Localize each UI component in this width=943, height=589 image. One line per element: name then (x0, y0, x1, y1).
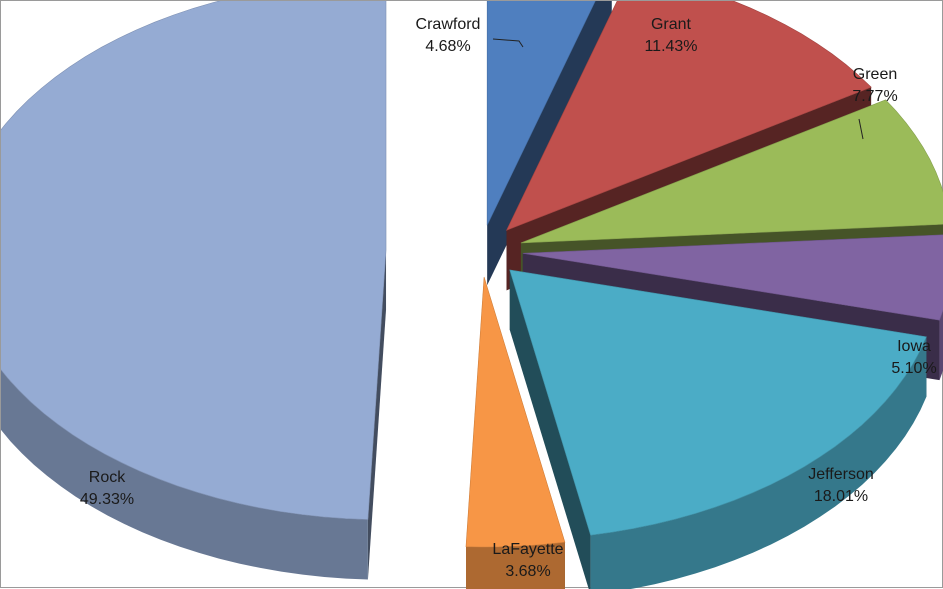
category-label-crawford: Crawford (416, 16, 481, 33)
value-label-lafayette: 3.68% (505, 563, 550, 580)
category-label-jefferson: Jefferson (808, 466, 874, 483)
category-label-green: Green (853, 66, 897, 83)
value-label-grant: 11.43% (644, 38, 697, 55)
value-label-green: 7.77% (852, 88, 897, 105)
value-label-iowa: 5.10% (891, 360, 936, 377)
value-label-jefferson: 18.01% (814, 488, 868, 505)
category-label-iowa: Iowa (897, 338, 931, 355)
slice-rock (1, 1, 386, 580)
value-label-crawford: 4.68% (425, 38, 470, 55)
category-label-grant: Grant (651, 16, 692, 33)
value-label-rock: 49.33% (80, 491, 134, 508)
category-label-rock: Rock (89, 469, 126, 486)
category-label-lafayette: LaFayette (492, 541, 563, 558)
